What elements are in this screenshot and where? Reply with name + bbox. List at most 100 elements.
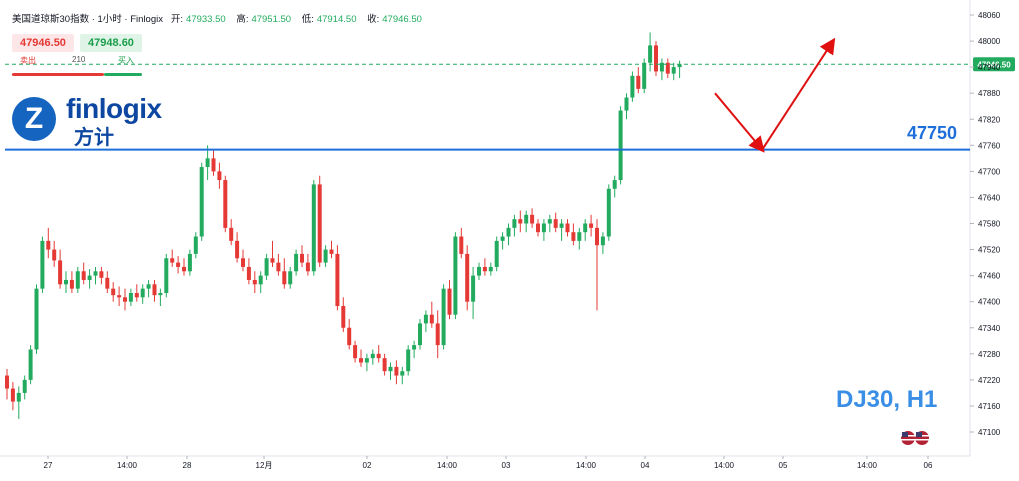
candle-body	[595, 227, 599, 246]
candle-body	[264, 258, 269, 276]
candle	[518, 210, 523, 233]
candle-body	[58, 260, 63, 285]
finlogix-logo: Z finlogix 方计	[12, 93, 182, 149]
candle	[111, 282, 116, 302]
candle	[347, 319, 352, 350]
y-tick-label: 47700	[978, 167, 1001, 176]
candle-body	[16, 392, 21, 402]
candle-body	[677, 64, 682, 68]
y-tick-label: 47520	[978, 246, 1001, 255]
candle	[642, 58, 647, 94]
sell-button[interactable]: 47946.50	[12, 34, 74, 52]
y-tick-label: 47640	[978, 193, 1001, 202]
projection-arrow	[761, 37, 836, 151]
candle-body	[258, 275, 263, 285]
candle	[636, 67, 641, 94]
candle	[270, 240, 275, 267]
candle	[5, 369, 9, 400]
candle-body	[636, 75, 641, 89]
candle	[488, 262, 493, 276]
candle	[654, 41, 658, 76]
x-tick-label: 27	[44, 461, 53, 470]
candle	[176, 256, 181, 274]
close-label: 收:	[367, 14, 380, 25]
candle-body	[87, 275, 92, 280]
open-value: 47933.50	[186, 14, 226, 25]
x-tick-label: 14:00	[576, 461, 597, 470]
y-tick-label: 48000	[978, 37, 1001, 46]
chart-overlays: 47946.50	[5, 37, 1015, 153]
candle-body	[394, 366, 399, 376]
candles	[5, 32, 682, 419]
spread-value: 210	[72, 55, 86, 64]
candle	[435, 310, 440, 359]
low-label: 低:	[301, 14, 314, 25]
candle	[589, 214, 594, 237]
candle-body	[418, 323, 422, 346]
candle	[69, 271, 74, 293]
candle	[117, 286, 122, 307]
candle-body	[246, 266, 251, 280]
candle-body	[282, 271, 287, 285]
candle-body	[99, 271, 104, 278]
time-axis: 27 14:00 28 12月 02 14:00 03 14:00 04 14:00 05 14:00…	[44, 456, 933, 470]
candle-body	[500, 236, 505, 241]
symbol-title: 美国道琼斯30指数 · 1小时 · Finlogix	[12, 14, 163, 25]
candle	[140, 284, 145, 304]
candle	[595, 219, 599, 311]
candle-body	[64, 279, 68, 285]
candle-body	[205, 158, 210, 168]
close-value: 47946.50	[382, 14, 422, 25]
candle-body	[5, 375, 9, 389]
candle-body	[300, 253, 304, 263]
x-tick-label: 02	[363, 461, 372, 470]
candle	[453, 232, 458, 320]
candle-body	[447, 288, 452, 315]
candle-body	[382, 358, 387, 372]
buy-button[interactable]: 47948.60	[80, 34, 142, 52]
x-tick-label: 14:00	[714, 461, 735, 470]
candle	[494, 236, 499, 272]
candle	[99, 266, 104, 285]
candle-body	[341, 306, 346, 328]
candle-body	[536, 223, 540, 233]
y-tick-label: 47340	[978, 324, 1001, 333]
candle	[583, 219, 588, 241]
candle-body	[170, 258, 175, 263]
candle-body	[134, 293, 139, 298]
candle-body	[311, 184, 316, 272]
candle-body	[600, 236, 605, 246]
candle	[471, 266, 476, 320]
candle-body	[630, 75, 635, 98]
price-axis: 47100 47160 47220 47280 47340 47400 47460 47520…	[970, 11, 1001, 437]
candle-body	[294, 253, 299, 272]
candle	[58, 249, 63, 289]
candle-body	[518, 219, 523, 224]
candle	[300, 245, 304, 267]
candle-body	[22, 379, 27, 393]
candle-body	[140, 288, 145, 298]
logo-mark-icon: Z	[12, 97, 56, 141]
candle-body	[577, 232, 582, 241]
y-tick-label: 48060	[978, 11, 1001, 20]
candle-body	[223, 180, 228, 228]
candle	[388, 362, 393, 380]
logo-brand-text: finlogix	[66, 93, 162, 124]
candle	[323, 245, 328, 267]
candle-body	[406, 349, 411, 372]
candle	[246, 258, 251, 285]
candle	[536, 219, 540, 237]
candle-body	[429, 314, 434, 324]
candle	[618, 106, 623, 185]
logo-brand-cn: 方计	[74, 127, 114, 149]
candle-body	[477, 266, 481, 276]
candle-body	[612, 180, 617, 189]
candle	[28, 345, 33, 385]
candle	[258, 271, 263, 293]
x-tick-label: 04	[641, 461, 650, 470]
y-tick-label: 47880	[978, 89, 1001, 98]
candle-body	[453, 236, 458, 315]
candle-body	[105, 277, 110, 289]
candle	[182, 258, 186, 276]
